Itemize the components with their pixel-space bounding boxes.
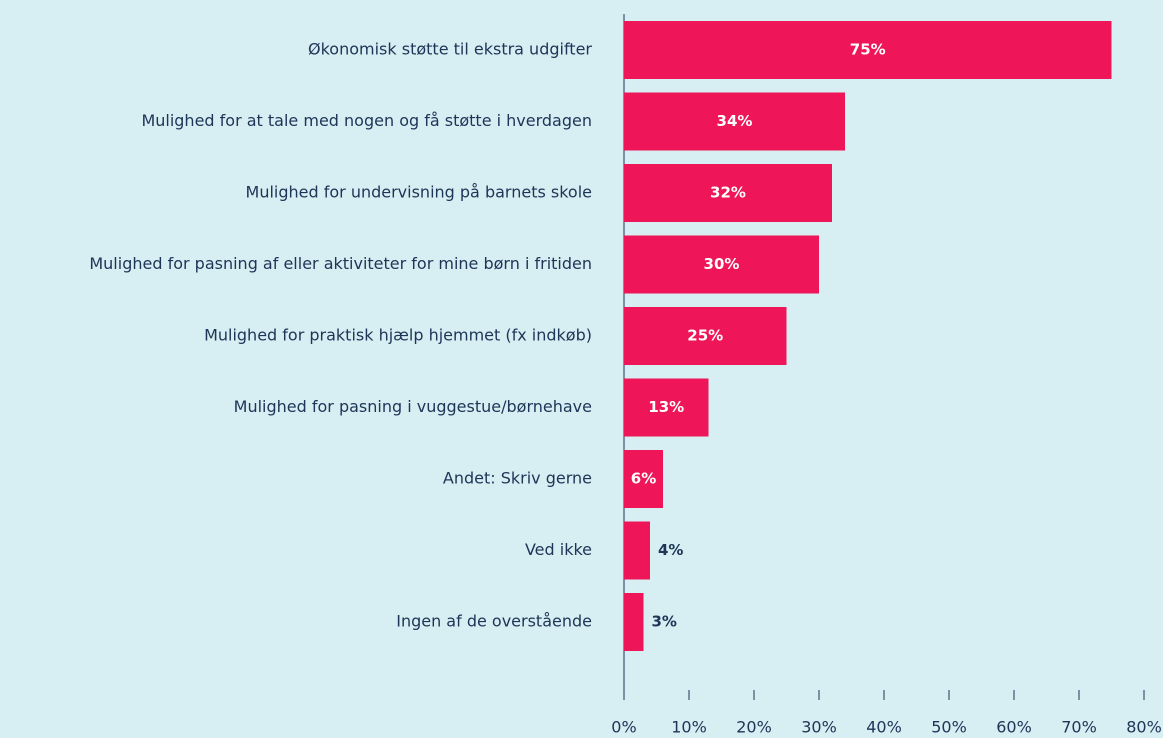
x-tick-label: 30% xyxy=(801,718,837,737)
bar xyxy=(624,521,650,580)
bar xyxy=(624,378,709,437)
value-label: 3% xyxy=(652,613,677,631)
x-tick-label: 80% xyxy=(1126,718,1162,737)
category-label: Mulighed for pasning af eller aktivitete… xyxy=(89,254,592,273)
value-label: 75% xyxy=(850,41,886,59)
value-label: 4% xyxy=(658,541,683,559)
category-label: Ingen af de overstående xyxy=(396,612,592,631)
category-label: Ved ikke xyxy=(525,540,592,559)
value-label: 34% xyxy=(717,112,753,130)
category-label: Mulighed for praktisk hjælp hjemmet (fx … xyxy=(204,326,592,345)
value-label: 6% xyxy=(631,470,656,488)
x-tick-label: 0% xyxy=(611,718,636,737)
bar xyxy=(624,235,819,294)
category-label: Mulighed for undervisning på barnets sko… xyxy=(246,183,592,202)
x-tick-label: 10% xyxy=(671,718,707,737)
value-label: 32% xyxy=(710,184,746,202)
value-label: 30% xyxy=(704,255,740,273)
x-tick-label: 50% xyxy=(931,718,967,737)
category-label: Mulighed for pasning i vuggestue/børneha… xyxy=(234,397,592,416)
x-tick-label: 20% xyxy=(736,718,772,737)
x-tick-label: 60% xyxy=(996,718,1032,737)
value-label: 13% xyxy=(648,398,684,416)
x-tick-label: 70% xyxy=(1061,718,1097,737)
value-label: 25% xyxy=(687,327,723,345)
bar xyxy=(624,164,832,222)
x-tick-label: 40% xyxy=(866,718,902,737)
bar xyxy=(624,450,663,508)
category-label: Andet: Skriv gerne xyxy=(443,469,592,488)
category-label: Mulighed for at tale med nogen og få stø… xyxy=(141,111,592,130)
category-label: Økonomisk støtte til ekstra udgifter xyxy=(308,40,592,59)
bar xyxy=(624,92,845,151)
bar xyxy=(624,593,644,651)
bar xyxy=(624,21,1112,79)
bar xyxy=(624,307,787,365)
